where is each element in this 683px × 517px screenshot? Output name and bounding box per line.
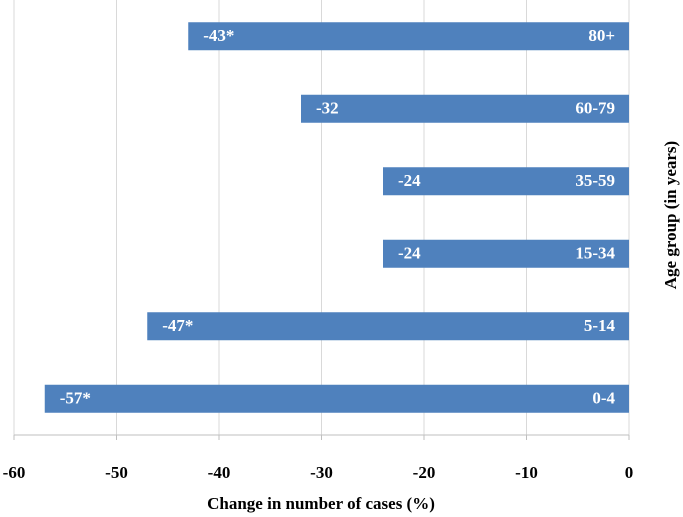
bar: [44, 384, 629, 413]
x-tick-label: -30: [310, 463, 333, 482]
bar: [188, 22, 629, 51]
value-label: -24: [398, 244, 421, 263]
bar: [147, 312, 629, 341]
bar: [383, 167, 629, 196]
value-label: -43*: [203, 26, 234, 45]
value-label: -32: [316, 99, 339, 118]
category-label: 35-59: [575, 171, 615, 190]
category-label: 60-79: [575, 99, 615, 118]
x-tick-label: 0: [625, 463, 634, 482]
bar: [383, 239, 629, 268]
category-label: 15-34: [575, 244, 615, 263]
x-tick-label: -40: [208, 463, 231, 482]
value-label: -24: [398, 171, 421, 190]
x-tick-label: -10: [515, 463, 538, 482]
x-axis-title: Change in number of cases (%): [207, 494, 435, 513]
bar: [301, 94, 629, 123]
value-label: -57*: [60, 389, 91, 408]
value-label: -47*: [162, 316, 193, 335]
x-tick-label: -50: [105, 463, 128, 482]
y-axis-title: Age group (in years): [661, 141, 680, 289]
category-label: 80+: [588, 26, 615, 45]
x-tick-label: -20: [413, 463, 436, 482]
x-tick-label: -60: [3, 463, 26, 482]
category-label: 0-4: [592, 389, 615, 408]
category-label: 5-14: [584, 316, 616, 335]
